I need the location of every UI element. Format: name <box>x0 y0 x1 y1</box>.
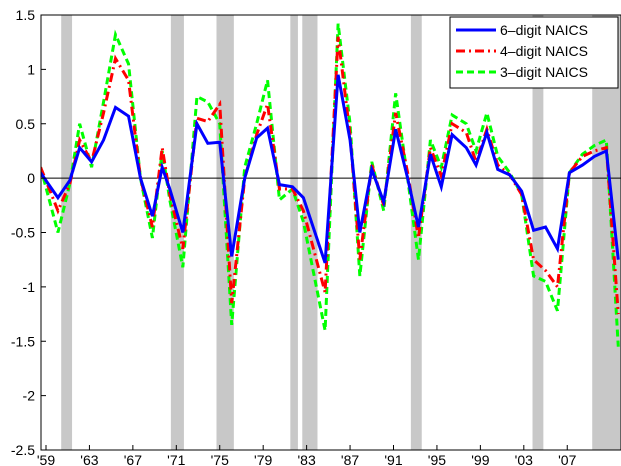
axes-layer: -2.5 -2 -1.5 -1 -0.5 0 0.5 1 1.5 '59 '63 '67 '71 '75 '… <box>11 7 621 466</box>
shaded-period <box>61 15 73 450</box>
x-tick-label: '03 <box>515 452 533 466</box>
x-tick-label: '67 <box>124 452 142 466</box>
y-tick-label: -0.5 <box>11 225 35 241</box>
legend-label: 3–digit NAICS <box>500 64 588 80</box>
x-tick-label: '87 <box>341 452 359 466</box>
x-tick-label: '95 <box>428 452 446 466</box>
series-line <box>41 74 620 264</box>
legend-label: 4–digit NAICS <box>500 43 588 59</box>
shaded-period <box>302 15 318 450</box>
y-tick-label: 1.5 <box>16 7 36 23</box>
y-tick-label: -2.5 <box>11 442 35 458</box>
x-tick-label: '83 <box>297 452 315 466</box>
y-tick-label: -1.5 <box>11 333 35 349</box>
legend-label: 6–digit NAICS <box>500 22 588 38</box>
x-tick-label: '59 <box>37 452 55 466</box>
y-tick-label: -2 <box>23 388 36 404</box>
y-tick-label: 1 <box>27 61 35 77</box>
y-tick-label: 0 <box>27 170 35 186</box>
y-tick-label: -1 <box>23 279 36 295</box>
x-tick-label: '99 <box>471 452 489 466</box>
x-tick-label: '07 <box>558 452 576 466</box>
x-tick-label: '63 <box>80 452 98 466</box>
x-tick-label: '75 <box>211 452 229 466</box>
shaded-period <box>532 15 544 450</box>
x-tick-label: '79 <box>254 452 272 466</box>
shaded-period <box>290 15 298 450</box>
legend: 6–digit NAICS 4–digit NAICS 3–digit NAICS <box>449 16 619 89</box>
y-tick-label: 0.5 <box>16 116 36 132</box>
x-tick-label: '91 <box>384 452 402 466</box>
series-line <box>41 23 620 347</box>
line-layer <box>41 23 621 347</box>
x-tick-label: '71 <box>167 452 185 466</box>
